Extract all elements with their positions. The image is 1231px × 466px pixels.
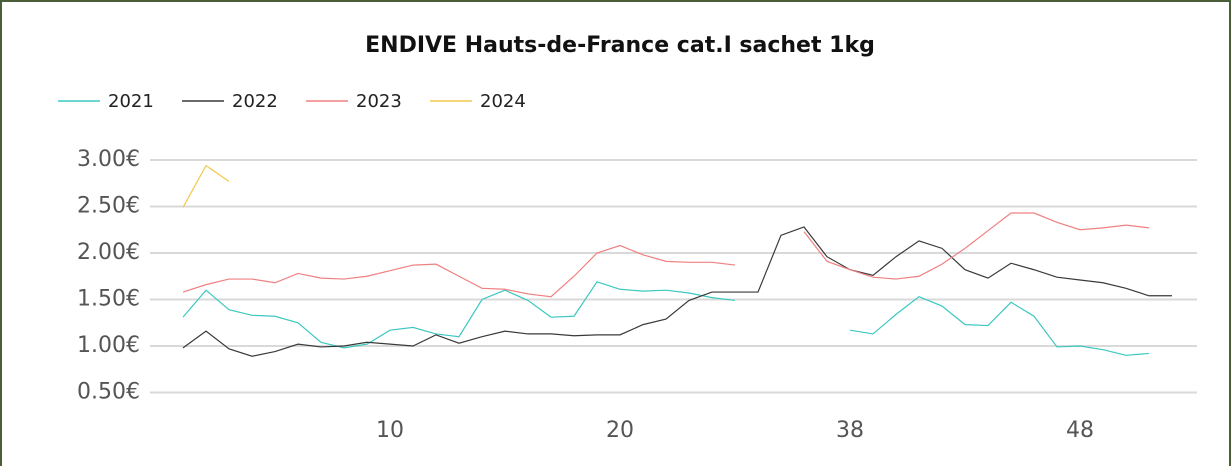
series-line (182, 164, 230, 208)
y-tick-label: 2.50€ (77, 194, 140, 219)
y-tick-label: 0.50€ (77, 380, 140, 405)
x-tick-label: 20 (606, 418, 634, 443)
y-tick-label: 1.00€ (77, 333, 140, 358)
legend-label: 2024 (480, 91, 526, 112)
series-line (182, 212, 1150, 298)
x-tick-label: 48 (1066, 418, 1094, 443)
x-tick-label: 38 (836, 418, 864, 443)
x-tick-label: 10 (376, 418, 404, 443)
legend-label: 2023 (356, 91, 402, 112)
legend-label: 2022 (232, 91, 278, 112)
y-tick-label: 1.50€ (77, 287, 140, 312)
y-tick-label: 3.00€ (77, 147, 140, 172)
chart-title: ENDIVE Hauts-de-France cat.I sachet 1kg (365, 33, 875, 58)
legend-label: 2021 (108, 91, 154, 112)
y-tick-label: 2.00€ (77, 240, 140, 265)
series-line (182, 226, 1172, 357)
series-line (182, 281, 1150, 356)
